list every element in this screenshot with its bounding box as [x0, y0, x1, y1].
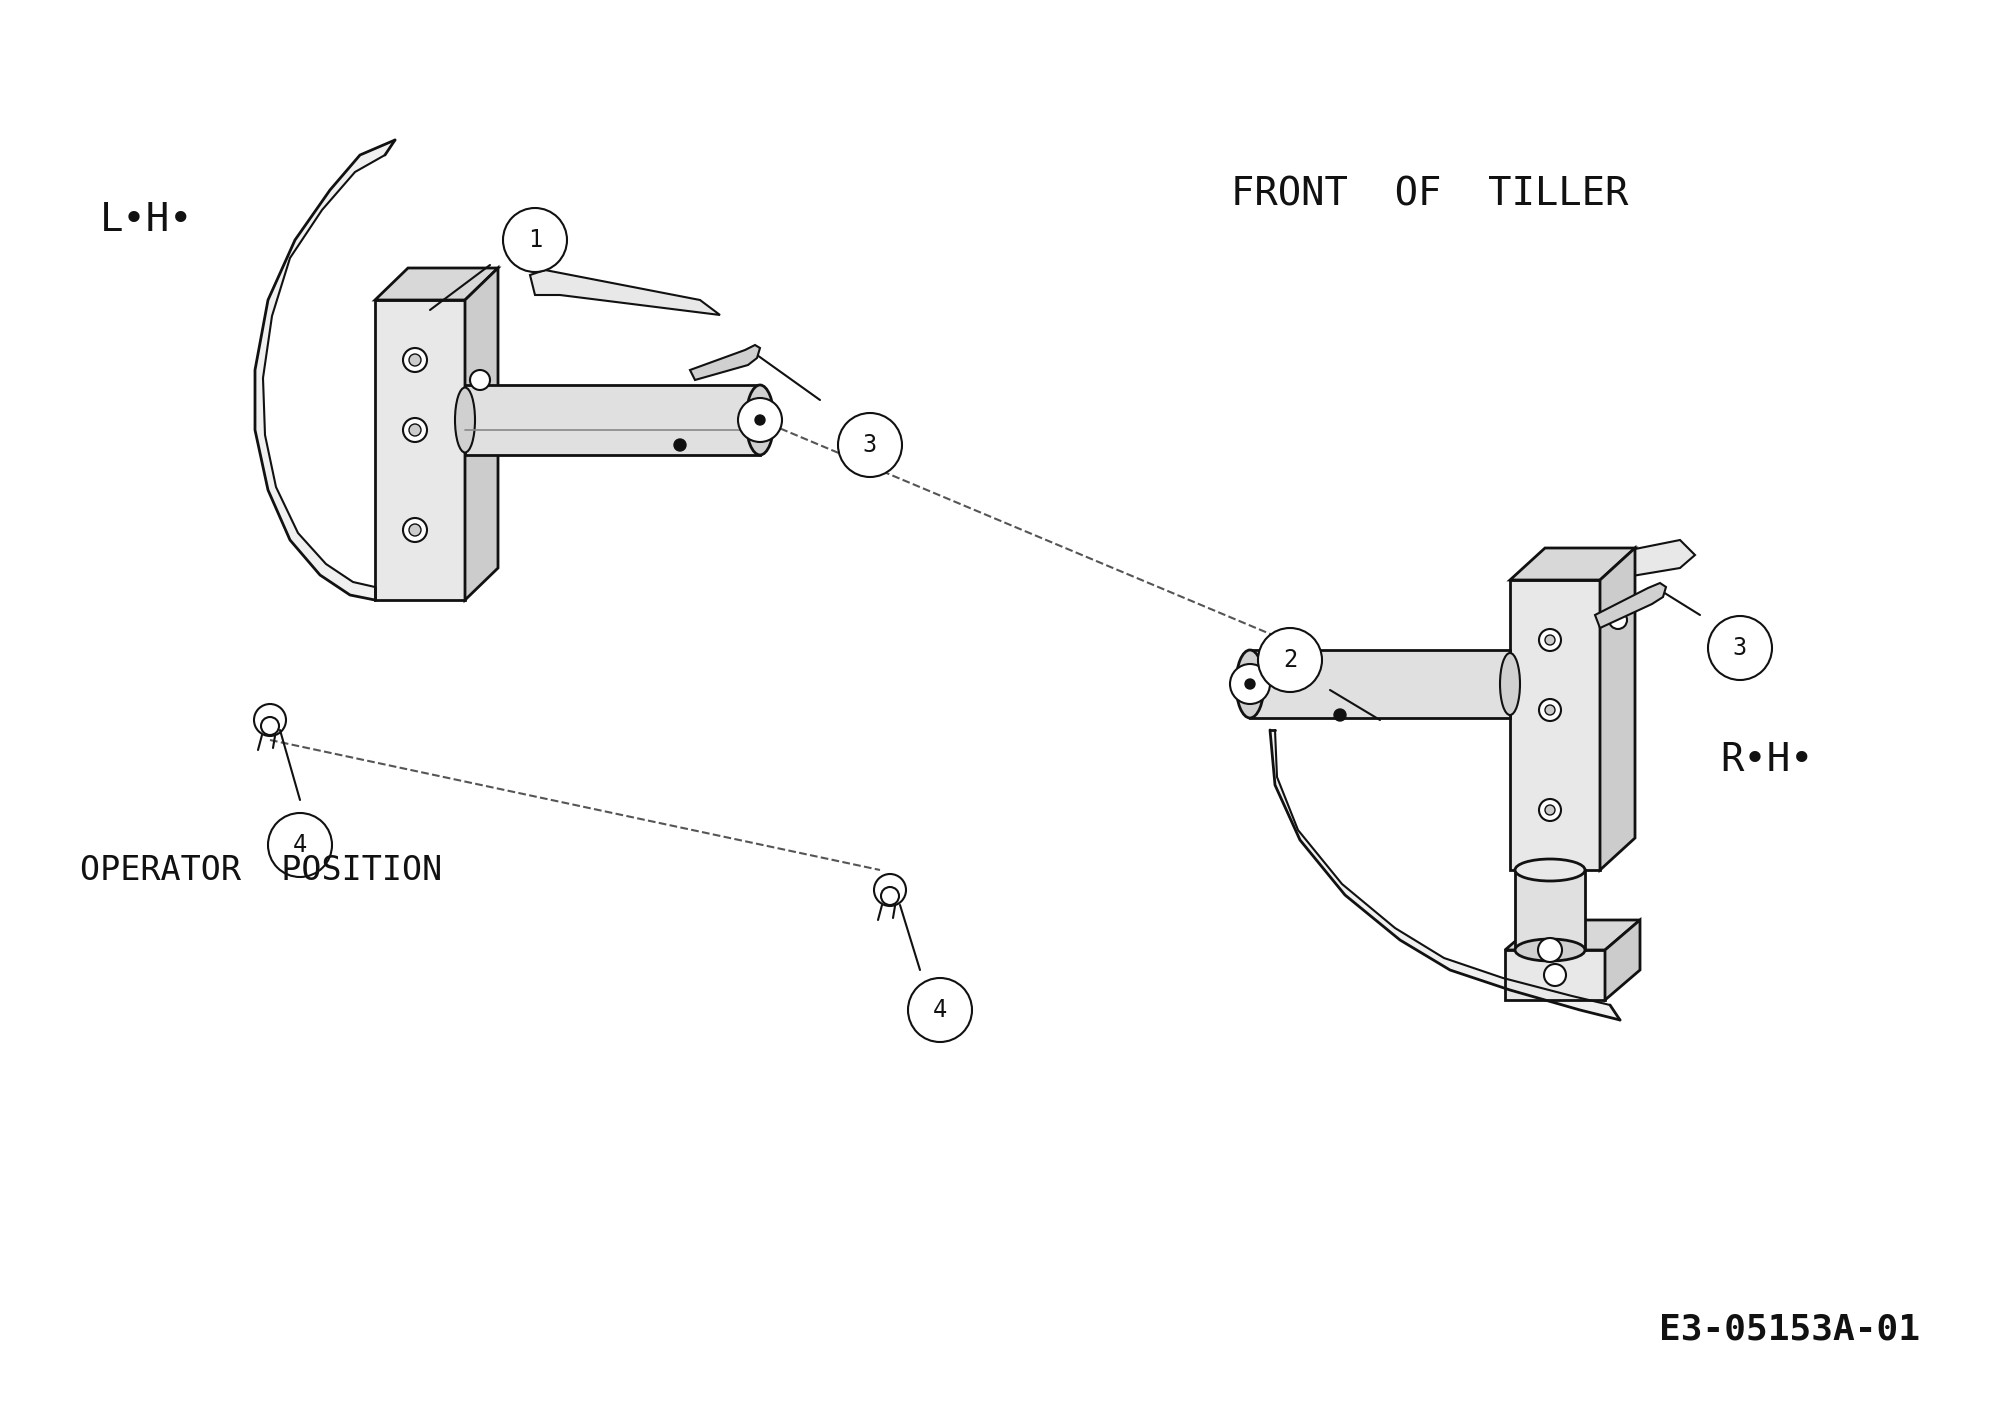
Circle shape — [410, 354, 420, 367]
Circle shape — [1538, 938, 1562, 962]
Circle shape — [404, 348, 428, 372]
Circle shape — [1540, 630, 1560, 651]
Circle shape — [1544, 635, 1556, 645]
Polygon shape — [464, 385, 760, 455]
Circle shape — [504, 207, 568, 271]
Circle shape — [268, 813, 332, 877]
Text: 3: 3 — [1732, 637, 1748, 659]
Text: 1: 1 — [528, 227, 542, 252]
Ellipse shape — [1516, 860, 1584, 881]
Circle shape — [1608, 611, 1628, 630]
Text: 3: 3 — [862, 433, 878, 458]
Polygon shape — [1596, 583, 1666, 628]
Circle shape — [1230, 664, 1270, 703]
Circle shape — [410, 423, 420, 436]
Circle shape — [1244, 679, 1256, 689]
Polygon shape — [1516, 870, 1584, 951]
Circle shape — [674, 439, 686, 450]
Polygon shape — [1270, 730, 1620, 1020]
Text: OPERATOR  POSITION: OPERATOR POSITION — [80, 854, 442, 887]
Circle shape — [404, 418, 428, 442]
Circle shape — [1544, 963, 1566, 986]
Circle shape — [1334, 709, 1346, 720]
Text: E3-05153A-01: E3-05153A-01 — [1660, 1313, 1920, 1347]
Text: 4: 4 — [292, 833, 308, 857]
Ellipse shape — [456, 388, 476, 452]
Circle shape — [1544, 705, 1556, 715]
Circle shape — [908, 978, 972, 1042]
Polygon shape — [1600, 549, 1636, 870]
Circle shape — [1544, 806, 1556, 816]
Circle shape — [738, 398, 782, 442]
Circle shape — [838, 414, 902, 477]
Ellipse shape — [1500, 654, 1520, 715]
Polygon shape — [1604, 919, 1640, 1000]
Polygon shape — [376, 269, 498, 300]
Polygon shape — [1506, 951, 1604, 1000]
Polygon shape — [256, 141, 396, 600]
Ellipse shape — [1516, 939, 1584, 961]
Polygon shape — [690, 345, 760, 379]
Text: 2: 2 — [1282, 648, 1298, 672]
Circle shape — [1708, 615, 1772, 681]
Ellipse shape — [1236, 649, 1264, 718]
Circle shape — [1540, 699, 1560, 720]
Circle shape — [1540, 799, 1560, 821]
Polygon shape — [1510, 580, 1600, 870]
Polygon shape — [464, 269, 498, 600]
Circle shape — [1258, 628, 1322, 692]
Circle shape — [404, 519, 428, 541]
Ellipse shape — [746, 385, 774, 455]
Polygon shape — [1510, 549, 1636, 580]
Text: L•H•: L•H• — [100, 200, 194, 239]
Polygon shape — [1590, 540, 1696, 580]
Text: FRONT  OF  TILLER: FRONT OF TILLER — [1232, 176, 1628, 215]
Circle shape — [410, 524, 420, 536]
Text: R•H•: R•H• — [1720, 740, 1814, 779]
Text: 4: 4 — [932, 998, 948, 1022]
Polygon shape — [530, 270, 720, 315]
Polygon shape — [1506, 919, 1640, 951]
Circle shape — [470, 369, 490, 389]
Polygon shape — [1250, 649, 1510, 718]
Circle shape — [756, 415, 764, 425]
Polygon shape — [376, 300, 464, 600]
